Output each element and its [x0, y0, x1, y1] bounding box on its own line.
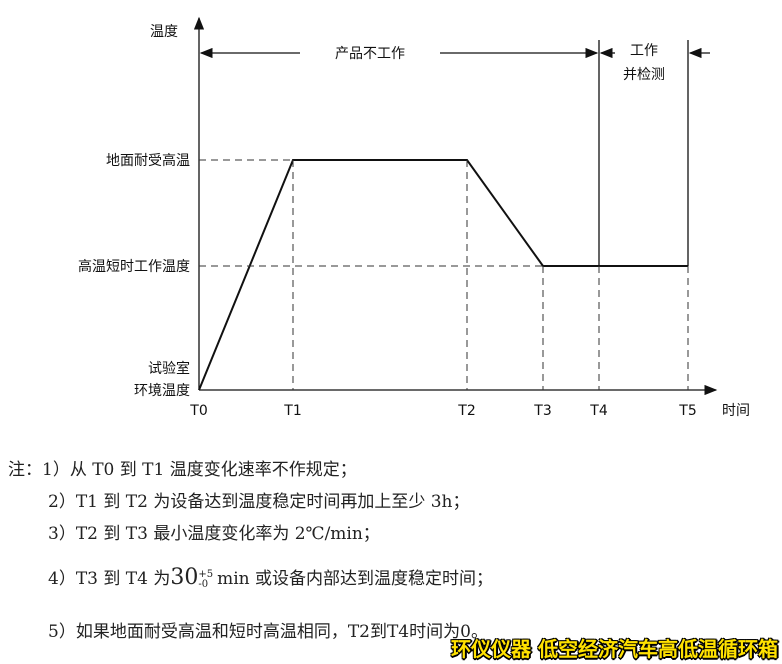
tick-t4: T4 [589, 403, 608, 419]
phase-not-working-label: 产品不工作 [335, 46, 405, 62]
phase-working-label-2: 并检测 [623, 67, 665, 83]
note-4-number: 30 [170, 565, 199, 590]
tick-t0: T0 [189, 403, 207, 419]
tick-t5: T5 [678, 403, 696, 419]
temperature-profile-diagram: 温度 时间 地面耐受高温 高温短时工作温度 试验室 环境温度 T0 T1 T2 … [78, 16, 750, 419]
tick-t1: T1 [283, 403, 301, 419]
note-1: 注：1）从 T0 到 T1 温度变化速率不作规定； [8, 460, 357, 480]
note-5: 5）如果地面耐受高温和短时高温相同，T2到T4时间为0。 [48, 622, 488, 642]
ambient-label-2: 环境温度 [134, 383, 190, 399]
ambient-label-1: 试验室 [148, 360, 190, 377]
ground-temp-label: 地面耐受高温 [106, 152, 190, 169]
note-4-suffix: min 或设备内部达到温度稳定时间； [217, 569, 494, 589]
note-4-prefix: 4）T3 到 T4 为 [48, 569, 171, 589]
guide-lines [199, 159, 689, 390]
short-temp-label: 高温短时工作温度 [78, 258, 190, 275]
tick-t2: T2 [457, 403, 475, 419]
note-4-tolerance: +5 -0 [198, 568, 214, 590]
note-3: 3）T2 到 T3 最小温度变化率为 2℃/min； [48, 524, 380, 544]
x-axis-label: 时间 [722, 403, 750, 419]
tick-t3: T3 [533, 403, 551, 419]
phase-working-label-1: 工作 [630, 43, 658, 59]
note-4-sup: +5 [198, 568, 214, 580]
note-2: 2）T1 到 T2 为设备达到温度稳定时间再加上至少 3h； [48, 492, 470, 512]
note-4-sub: -0 [198, 578, 209, 590]
note-4: 4）T3 到 T4 为30 +5 -0 min 或设备内部达到温度稳定时间； [48, 564, 493, 590]
watermark-banner: 环仪仪器 低空经济汽车高低温循环箱 [451, 637, 778, 661]
y-axis-label: 温度 [150, 24, 178, 40]
temperature-curve [198, 159, 688, 391]
